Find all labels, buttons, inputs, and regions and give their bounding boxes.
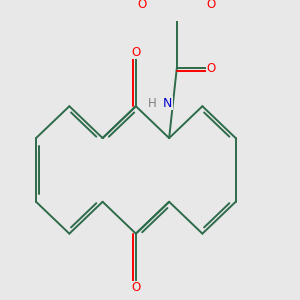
Text: H: H [148, 97, 156, 110]
Text: O: O [207, 61, 216, 74]
Text: O: O [207, 0, 216, 11]
Text: O: O [138, 0, 147, 11]
Text: N: N [163, 97, 172, 110]
Text: O: O [131, 46, 140, 59]
Text: O: O [131, 281, 140, 294]
